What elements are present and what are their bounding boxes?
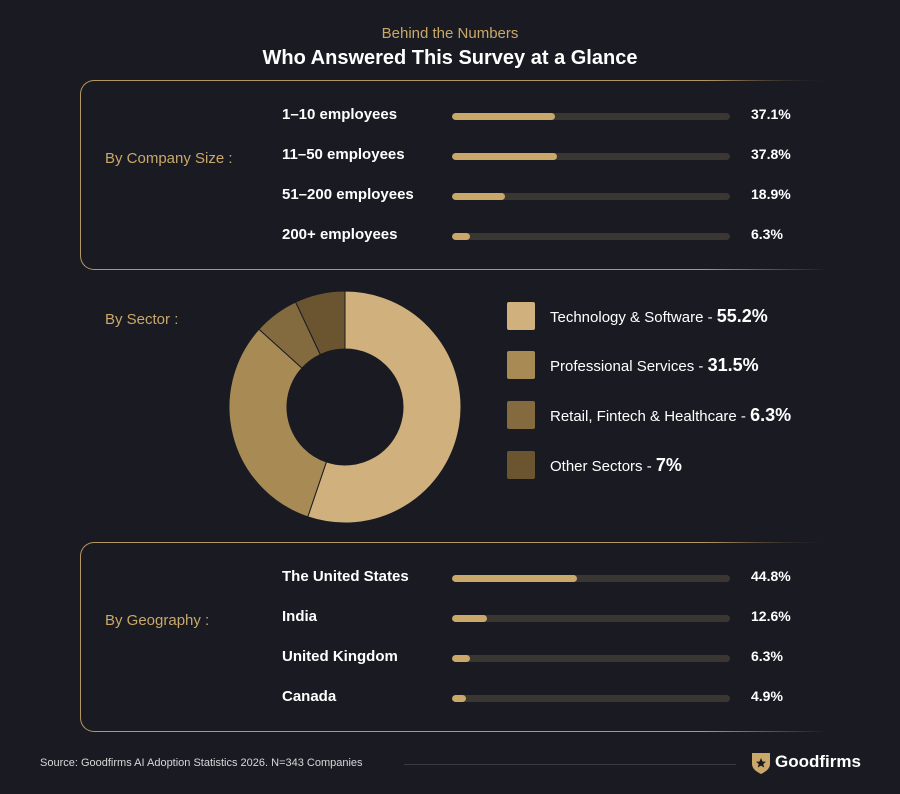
bar-row: United Kingdom 6.3% (282, 648, 842, 670)
legend-swatch (507, 351, 535, 379)
legend-label: Technology & Software - (550, 309, 717, 326)
bar-row: India 12.6% (282, 608, 842, 630)
bar-value: 37.8% (751, 146, 791, 162)
bar-label: 51–200 employees (282, 186, 414, 203)
sector-label: By Sector : (105, 311, 179, 328)
legend-value: 6.3% (750, 405, 792, 425)
bar-track (452, 615, 730, 622)
bar-track (452, 655, 730, 662)
bar-fill (452, 615, 488, 622)
legend-value: 31.5% (707, 355, 759, 375)
bar-track (452, 233, 730, 240)
bar-fill (452, 233, 470, 240)
legend-value: 7% (655, 455, 682, 475)
bar-label: United Kingdom (282, 648, 398, 665)
legend-text: Professional Services - 31.5% (550, 355, 759, 376)
bar-track (452, 113, 730, 120)
bar-track (452, 193, 730, 200)
legend-text: Other Sectors - 7% (550, 455, 682, 476)
bar-row: Canada 4.9% (282, 688, 842, 710)
legend-label: Retail, Fintech & Healthcare - (550, 408, 751, 425)
bar-label: India (282, 608, 318, 625)
bar-value: 37.1% (751, 106, 791, 122)
bar-track (452, 695, 730, 702)
page-subtitle: Behind the Numbers (381, 25, 519, 42)
bar-row: 200+ employees 6.3% (282, 226, 842, 248)
bar-row: 51–200 employees 18.9% (282, 186, 842, 208)
bar-value: 44.8% (751, 568, 791, 584)
shield-star-icon (752, 753, 770, 774)
sector-donut-chart (228, 290, 462, 524)
geography-panel (80, 541, 842, 733)
bar-fill (452, 193, 505, 200)
bar-label: Canada (282, 688, 337, 705)
legend-text: Retail, Fintech & Healthcare - 6.3% (550, 405, 791, 426)
legend-swatch (507, 401, 535, 429)
bar-value: 18.9% (751, 186, 791, 202)
brand-name: Goodfirms (775, 752, 861, 771)
bar-fill (452, 695, 466, 702)
bar-row: The United States 44.8% (282, 568, 842, 590)
donut-slice (294, 290, 346, 356)
bar-value: 6.3% (751, 648, 783, 664)
bar-fill (452, 153, 558, 160)
bar-label: 11–50 employees (282, 146, 405, 163)
source-note: Source: Goodfirms AI Adoption Statistics… (40, 757, 363, 769)
legend-text: Technology & Software - 55.2% (550, 306, 768, 327)
bar-track (452, 153, 730, 160)
donut-slice (307, 290, 462, 524)
bar-row: 1–10 employees 37.1% (282, 106, 842, 128)
bar-track (452, 575, 730, 582)
geography-label: By Geography : (105, 612, 210, 629)
page-title: Who Answered This Survey at a Glance (262, 47, 638, 69)
goodfirms-logo: Goodfirms (751, 750, 871, 776)
bar-label: The United States (282, 568, 409, 585)
legend-swatch (507, 302, 535, 330)
bar-fill (452, 575, 577, 582)
bar-value: 6.3% (751, 226, 783, 242)
bar-label: 200+ employees (282, 226, 398, 243)
bar-fill (452, 113, 556, 120)
company-size-label: By Company Size : (105, 150, 233, 167)
bar-row: 11–50 employees 37.8% (282, 146, 842, 168)
company-size-panel (80, 79, 842, 271)
bar-fill (452, 655, 470, 662)
legend-swatch (507, 451, 535, 479)
legend-label: Professional Services - (550, 358, 708, 375)
bar-label: 1–10 employees (282, 106, 398, 123)
legend-value: 55.2% (716, 306, 768, 326)
donut-slice (228, 328, 328, 518)
bar-value: 4.9% (751, 688, 783, 704)
bar-value: 12.6% (751, 608, 791, 624)
legend-label: Other Sectors - (550, 458, 656, 475)
footer-divider (404, 764, 736, 765)
